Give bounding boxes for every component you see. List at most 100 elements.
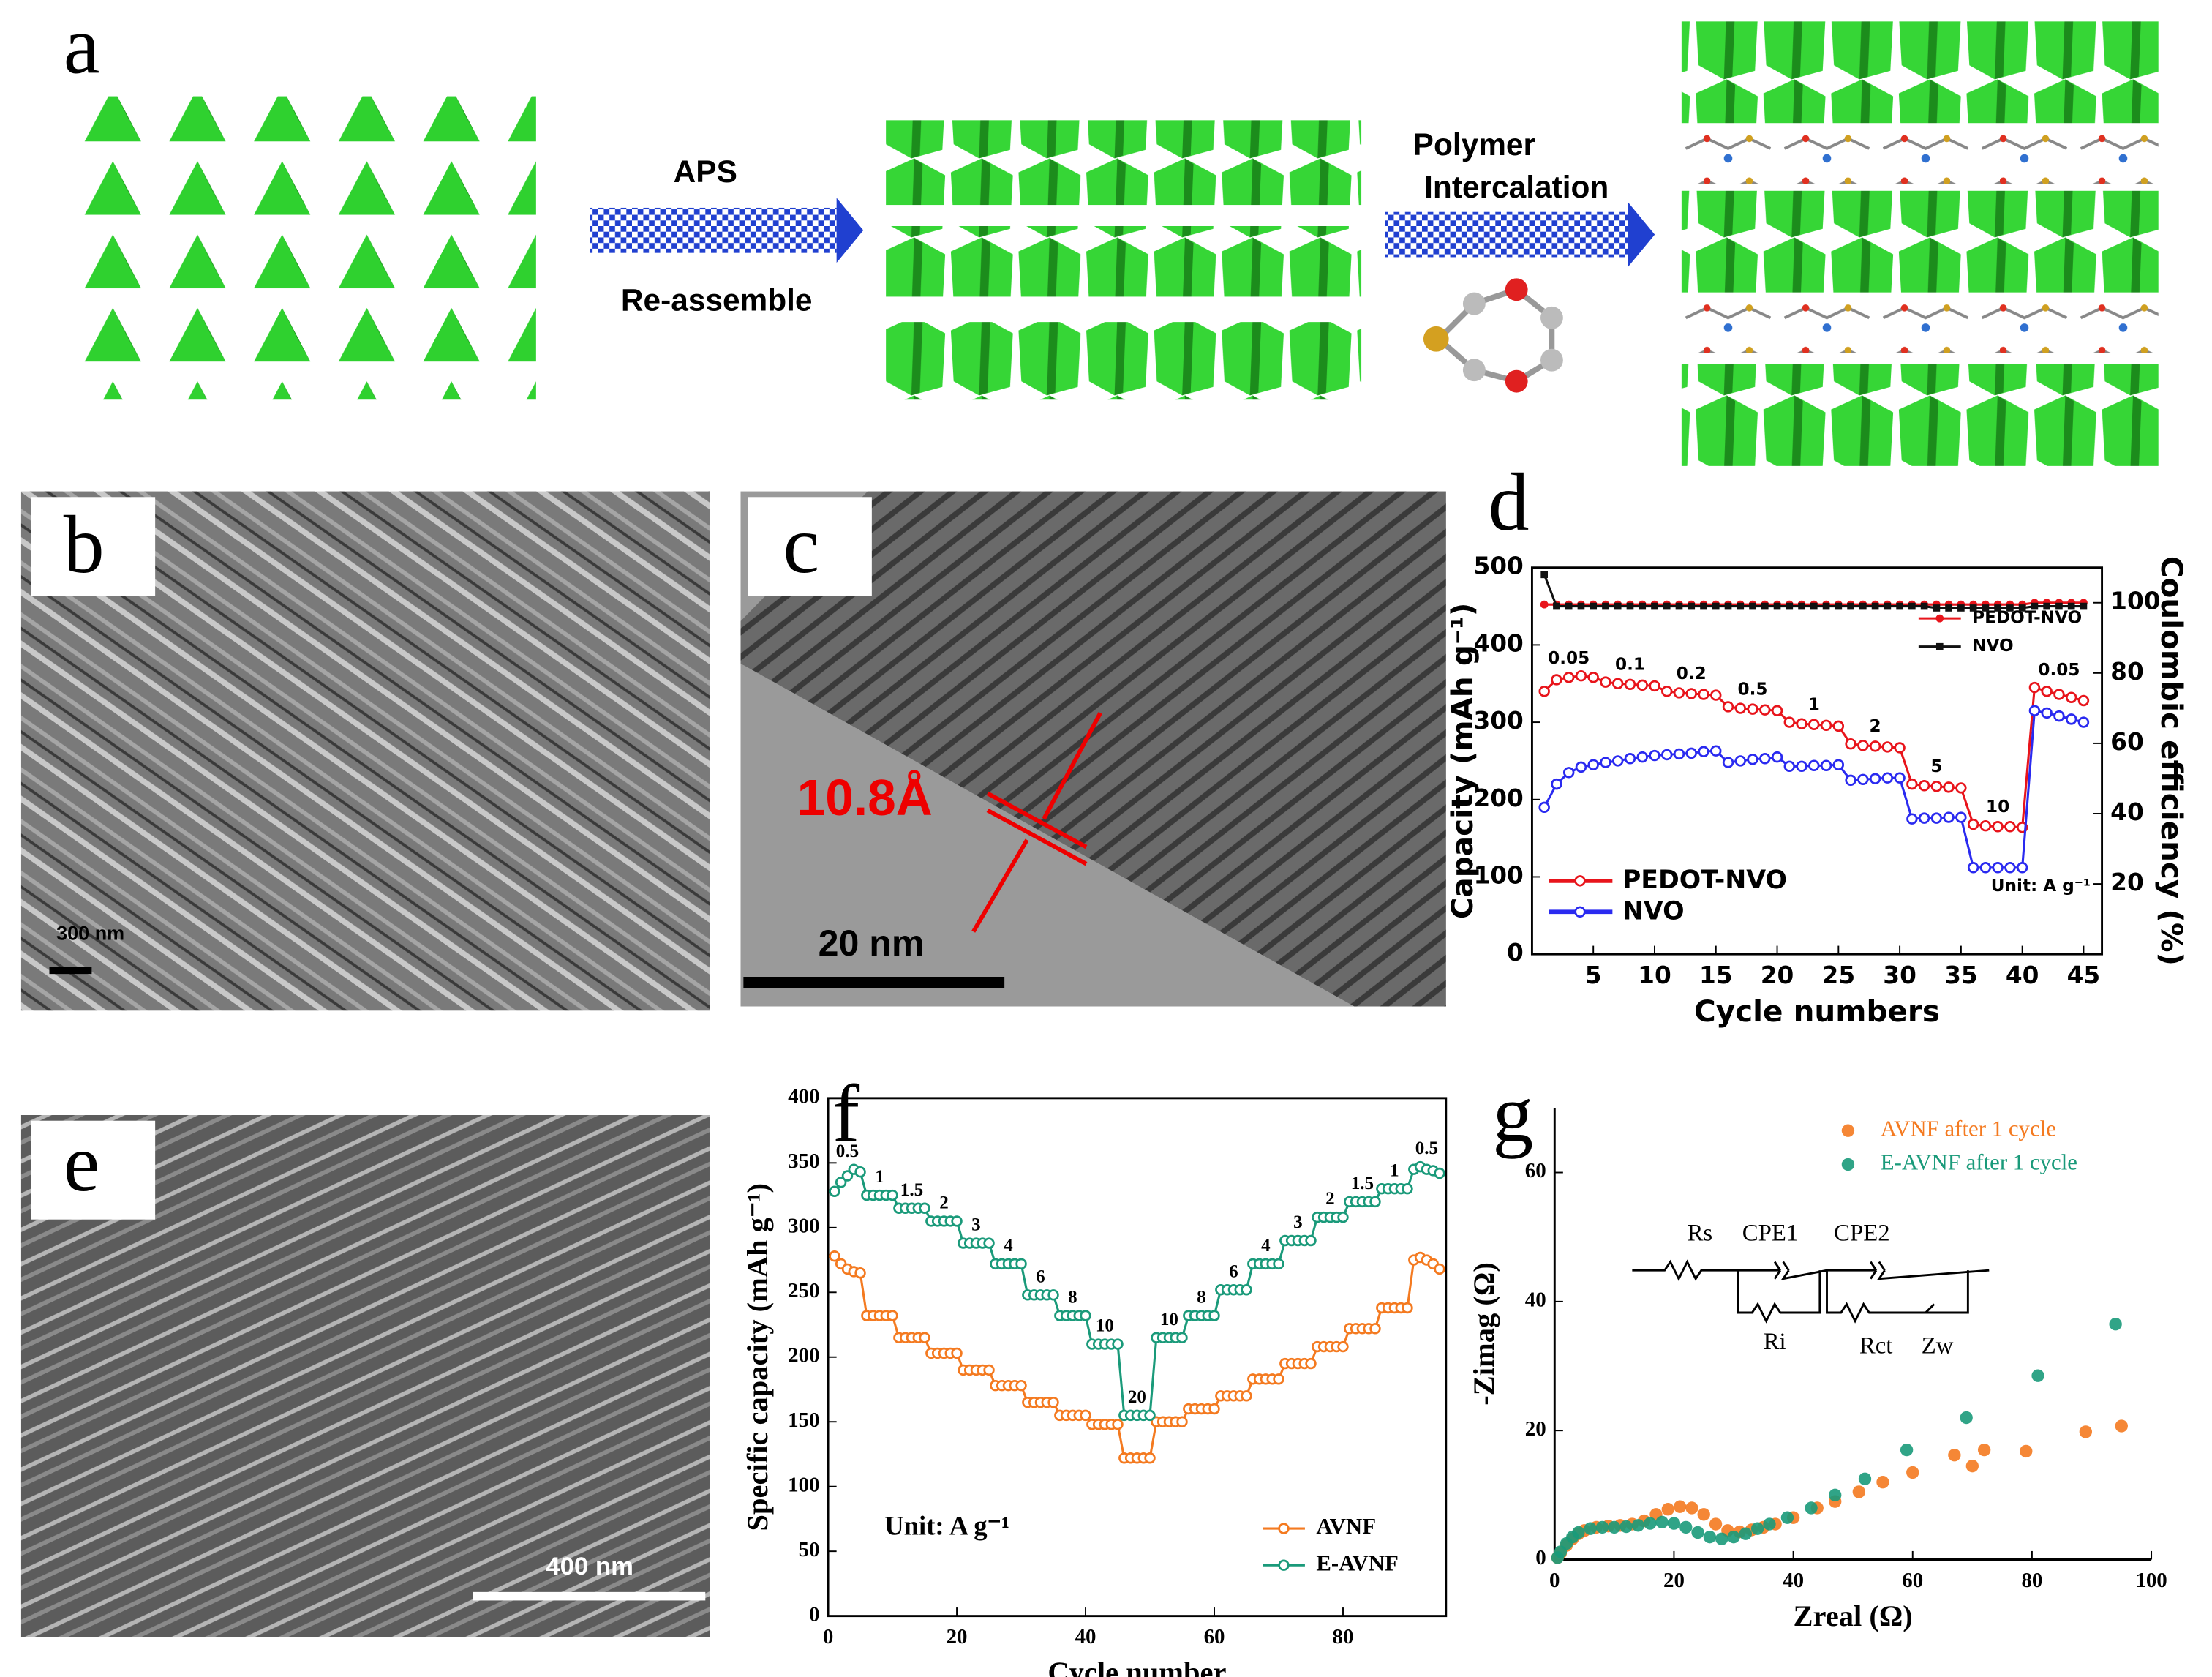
data-point — [2028, 705, 2041, 716]
layer-structure — [63, 96, 536, 400]
intercalated-structure — [1681, 21, 2159, 466]
data-point — [1553, 602, 1560, 610]
scale-label: 300 nm — [56, 922, 124, 944]
data-point — [1808, 759, 1820, 771]
data-point — [1661, 749, 1673, 761]
data-point — [1176, 1416, 1188, 1427]
data-point — [1673, 1500, 1687, 1513]
y-tick-label: 20 — [1525, 1417, 1546, 1441]
data-point — [1857, 740, 1869, 751]
data-point — [1957, 604, 1965, 612]
rate-label: 10 — [1160, 1310, 1178, 1329]
data-point — [1614, 602, 1622, 610]
y-tick-label: 200 — [1473, 784, 1523, 812]
panel-label: a — [64, 0, 100, 91]
data-point — [1587, 672, 1599, 683]
data-point — [1906, 813, 1918, 825]
y-tick-label: 100 — [788, 1473, 819, 1496]
legend-label: AVNF — [1316, 1514, 1376, 1539]
data-point — [1305, 1234, 1317, 1247]
data-point — [835, 1177, 847, 1188]
data-point — [1651, 602, 1658, 610]
legend-marker — [1936, 642, 1944, 650]
data-point — [2115, 1419, 2128, 1433]
data-point — [1820, 759, 1832, 771]
circuit-label: Rs — [1688, 1220, 1713, 1246]
data-point — [2065, 713, 2077, 725]
data-point — [2080, 602, 2088, 610]
data-point — [1943, 781, 1955, 793]
data-point — [1434, 1167, 1445, 1179]
arrow — [590, 207, 837, 253]
series-line — [833, 1255, 1440, 1460]
legend-label: E-AVNF after 1 cycle — [1881, 1150, 2077, 1175]
data-point — [1562, 767, 1575, 779]
data-point — [1565, 602, 1573, 610]
rate-label: 5 — [1930, 757, 1942, 776]
data-point — [829, 1185, 840, 1197]
data-point — [1945, 604, 1952, 612]
x-tick-label: 80 — [2021, 1569, 2042, 1592]
data-point — [1759, 704, 1771, 716]
circuit-label: CPE1 — [1742, 1220, 1798, 1246]
data-point — [1679, 1520, 1693, 1534]
rate-label: 8 — [1197, 1288, 1206, 1308]
rate-label: 2 — [1870, 717, 1881, 736]
x-tick-label: 0 — [823, 1625, 833, 1648]
data-point — [1852, 1485, 1866, 1498]
data-point — [1906, 1466, 1919, 1479]
data-point — [1869, 740, 1881, 752]
data-point — [1943, 811, 1955, 823]
data-point — [1908, 602, 1916, 610]
data-point — [1739, 1527, 1753, 1540]
data-point — [1685, 1501, 1698, 1515]
data-point — [1337, 1211, 1349, 1223]
data-point — [1551, 778, 1562, 790]
data-point — [1979, 819, 1992, 832]
y-tick-label: 50 — [799, 1538, 820, 1561]
legend-label: NVO — [1622, 896, 1685, 926]
data-point — [1015, 1379, 1027, 1392]
data-point — [1369, 1196, 1381, 1208]
scale-label: 20 nm — [819, 923, 925, 964]
unit-note: Unit: A g⁻¹ — [884, 1510, 1009, 1540]
data-point — [2077, 716, 2090, 728]
data-point — [1771, 705, 1783, 716]
data-point — [1608, 1520, 1621, 1534]
y-tick-label: 60 — [1525, 1159, 1546, 1182]
x-tick-label: 0 — [1549, 1569, 1560, 1592]
rate-label: 8 — [1068, 1288, 1077, 1308]
data-point — [1796, 718, 1807, 729]
legend-marker — [1278, 1523, 1290, 1534]
data-point — [1305, 1357, 1317, 1370]
data-point — [919, 1332, 930, 1343]
data-point — [1675, 602, 1683, 610]
data-point — [2006, 604, 2014, 612]
legend-marker — [1574, 875, 1586, 887]
y-tick-label: 150 — [788, 1408, 819, 1432]
data-point — [2020, 1444, 2033, 1458]
panel-label: e — [64, 1118, 100, 1209]
y-axis-label: Specific capacity (mAh g⁻¹) — [741, 1183, 774, 1531]
x-axis-label: Zreal (Ω) — [1794, 1599, 1913, 1632]
data-point — [1715, 1532, 1728, 1545]
data-point — [1673, 687, 1685, 699]
circuit-label: Ri — [1764, 1329, 1786, 1355]
x-tick-label: 100 — [2135, 1569, 2167, 1592]
legend-label: E-AVNF — [1316, 1550, 1399, 1575]
y-tick-label: 40 — [1525, 1288, 1546, 1311]
data-point — [1273, 1373, 1284, 1385]
data-point — [1955, 811, 1967, 823]
data-point — [1208, 1310, 1220, 1321]
data-point — [1636, 679, 1648, 691]
arrow-head — [836, 198, 864, 263]
data-point — [1832, 759, 1845, 770]
data-point — [1805, 1501, 1818, 1515]
y-tick-label: 100 — [1473, 861, 1523, 889]
data-point — [1747, 754, 1758, 765]
data-point — [1798, 602, 1805, 610]
legend-marker — [1841, 1124, 1855, 1137]
data-point — [1965, 1459, 1979, 1473]
data-point — [887, 1189, 898, 1201]
x-tick-label: 20 — [1761, 961, 1794, 989]
